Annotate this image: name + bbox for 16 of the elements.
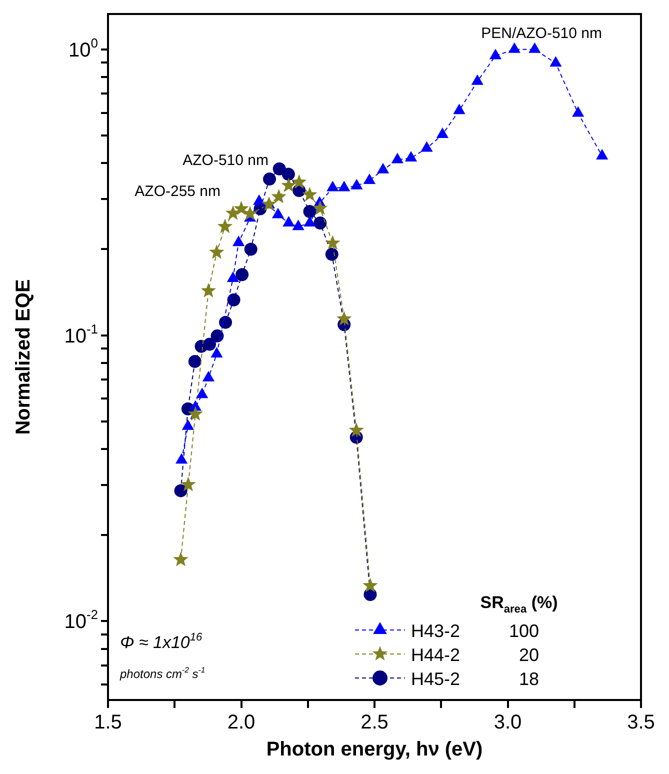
x-tick-label: 2.5 — [360, 712, 388, 734]
annotation: AZO-510 nm — [182, 152, 268, 169]
x-tick-label: 1.5 — [94, 712, 122, 734]
x-tick-label: 3.0 — [494, 712, 522, 734]
legend-label: H44-2 — [411, 645, 460, 665]
annotation: AZO-255 nm — [134, 182, 221, 200]
annotation: 20 — [518, 645, 540, 665]
annotation: PEN/AZO-510 nm — [481, 25, 602, 42]
x-tick-label: 3.5 — [627, 712, 655, 734]
annotation: 100 — [508, 621, 540, 641]
y-axis-title: Normalized EQE — [12, 279, 35, 435]
legend-label: H45-2 — [411, 669, 460, 689]
annotation: 18 — [518, 669, 540, 689]
x-tick-label: 2.0 — [227, 712, 256, 734]
legend-label: H43-2 — [411, 621, 460, 641]
x-axis-title: Photon energy, hν (eV) — [266, 738, 483, 761]
